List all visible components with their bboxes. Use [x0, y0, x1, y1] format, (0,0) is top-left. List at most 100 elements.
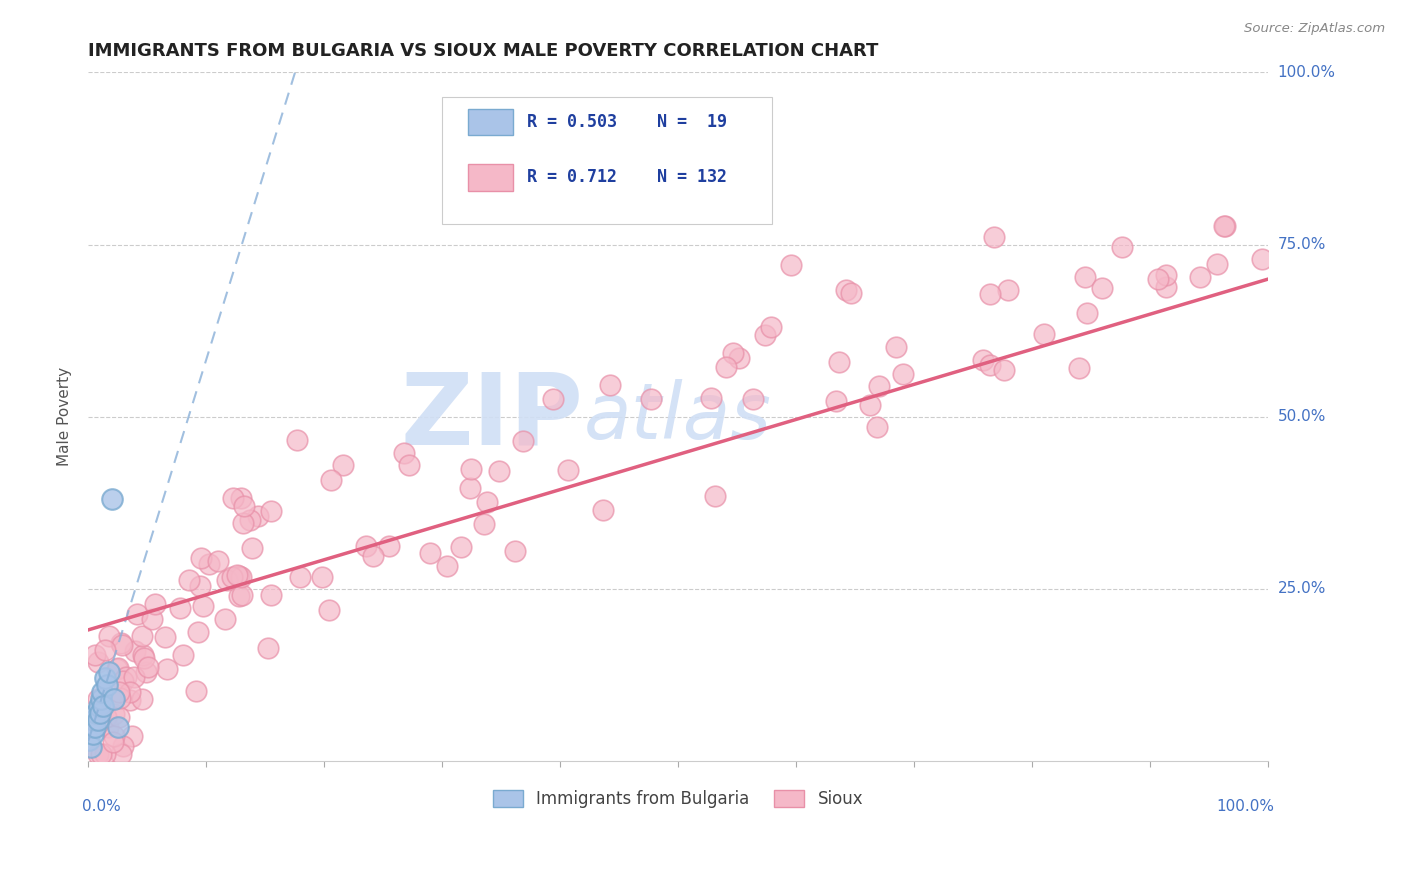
Point [703, 489, 725, 503]
Point [91, 685, 114, 699]
Y-axis label: Male Poverty: Male Poverty [58, 368, 72, 467]
Point [1076, 306, 1098, 320]
Point [828, 355, 851, 369]
Point [700, 392, 723, 406]
Point [354, 539, 377, 553]
Point [246, 509, 269, 524]
Point [1213, 219, 1236, 233]
Point [105, 662, 128, 676]
Point [728, 351, 751, 365]
Point [87, 747, 110, 762]
Point [96, 678, 118, 692]
Point [394, 446, 416, 460]
Point [232, 516, 254, 530]
Point [1156, 279, 1178, 293]
Point [87, 698, 110, 713]
Point [111, 638, 134, 652]
Point [115, 670, 138, 684]
Point [1213, 219, 1236, 233]
Point [398, 458, 420, 473]
Point [111, 739, 134, 753]
Point [193, 599, 215, 614]
Point [228, 568, 250, 582]
Point [716, 359, 738, 374]
Text: ZIP: ZIP [401, 368, 583, 466]
Point [259, 588, 281, 602]
Point [363, 549, 385, 564]
Point [156, 662, 179, 676]
Point [96, 710, 118, 724]
Point [983, 229, 1005, 244]
Point [197, 557, 219, 571]
Point [488, 464, 510, 478]
Point [979, 287, 1001, 301]
Point [240, 541, 263, 556]
Point [108, 710, 131, 724]
Point [225, 568, 247, 582]
Point [640, 392, 662, 406]
Point [839, 286, 862, 301]
Point [90, 747, 112, 762]
Bar [468, 164, 513, 191]
Text: IMMIGRANTS FROM BULGARIA VS SIOUX MALE POVERTY CORRELATION CHART: IMMIGRANTS FROM BULGARIA VS SIOUX MALE P… [89, 42, 879, 60]
Point [503, 544, 526, 558]
Point [103, 692, 125, 706]
Point [172, 648, 194, 662]
Point [1033, 326, 1056, 341]
Point [993, 363, 1015, 377]
Point [332, 458, 354, 472]
Point [107, 720, 129, 734]
Point [110, 635, 132, 649]
Point [187, 624, 209, 639]
Text: Source: ZipAtlas.com: Source: ZipAtlas.com [1244, 22, 1385, 36]
Point [124, 644, 146, 658]
Point [866, 420, 889, 434]
Point [207, 553, 229, 567]
Text: R = 0.503    N =  19: R = 0.503 N = 19 [527, 113, 727, 131]
Point [891, 368, 914, 382]
Text: 25.0%: 25.0% [1278, 582, 1326, 597]
Point [1154, 268, 1177, 282]
Point [1251, 252, 1274, 266]
Point [98, 665, 121, 679]
Point [754, 327, 776, 342]
Point [222, 491, 245, 505]
Point [1111, 240, 1133, 254]
Point [190, 551, 212, 566]
Point [215, 573, 238, 587]
Point [1206, 257, 1229, 271]
Text: 100.0%: 100.0% [1216, 799, 1274, 814]
Point [134, 651, 156, 665]
Point [79, 740, 101, 755]
Point [229, 491, 252, 505]
Point [108, 684, 131, 698]
Point [169, 601, 191, 615]
Point [83, 713, 105, 727]
Point [110, 747, 132, 762]
Point [231, 570, 253, 584]
Point [557, 463, 579, 477]
Point [98, 629, 121, 643]
Point [184, 684, 207, 698]
Point [214, 612, 236, 626]
Point [120, 692, 142, 706]
Point [759, 319, 782, 334]
Point [1189, 269, 1212, 284]
Point [84, 720, 107, 734]
Point [108, 691, 131, 706]
Point [94, 747, 117, 762]
Point [592, 502, 614, 516]
Point [834, 283, 856, 297]
Point [153, 630, 176, 644]
Point [112, 673, 135, 688]
Point [118, 685, 141, 699]
Point [93, 672, 115, 686]
Point [94, 642, 117, 657]
Point [472, 516, 495, 531]
Point [125, 607, 148, 622]
Point [979, 358, 1001, 372]
Point [868, 379, 890, 393]
Point [419, 546, 441, 560]
Point [311, 570, 333, 584]
Point [972, 353, 994, 368]
